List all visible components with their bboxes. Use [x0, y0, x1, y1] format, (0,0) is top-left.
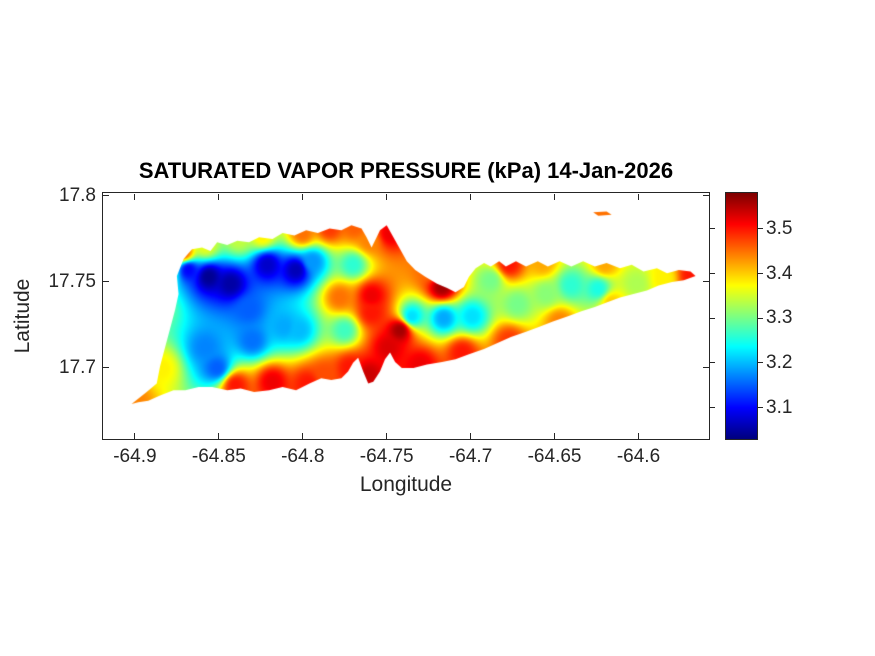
colorbar-tick-left — [710, 273, 715, 274]
colorbar-tick-label: 3.5 — [766, 217, 793, 239]
colorbar-tick-right — [758, 228, 763, 230]
y-tick-left — [103, 195, 109, 197]
y-axis-label: Latitude — [11, 278, 34, 354]
x-tick-label: -64.6 — [616, 446, 661, 467]
colorbar-tick-right — [758, 273, 763, 274]
colorbar-tick-label: 3.3 — [766, 307, 793, 329]
x-tick-top — [386, 194, 388, 200]
colorbar-tick-right — [758, 362, 763, 364]
x-tick-bottom — [134, 433, 136, 439]
colorbar-tick-right — [758, 407, 763, 409]
colorbar-tick-label: 3.2 — [766, 351, 793, 373]
x-tick-label: -64.85 — [191, 446, 246, 467]
colorbar-tick-left — [710, 228, 715, 230]
y-tick-right — [703, 281, 709, 283]
colorbar-tick-left — [710, 407, 715, 409]
colorbar-tick-label: 3.1 — [766, 396, 793, 418]
y-tick-right — [703, 195, 709, 197]
island-heatmap-canvas — [103, 193, 709, 439]
axes-box — [102, 192, 710, 440]
x-tick-label: -64.75 — [359, 446, 414, 467]
x-tick-top — [218, 194, 220, 200]
y-tick-label: 17.7 — [59, 356, 96, 378]
x-tick-top — [470, 194, 472, 200]
x-tick-label: -64.9 — [113, 446, 157, 467]
y-tick-left — [103, 367, 109, 369]
colorbar — [725, 192, 758, 440]
x-tick-bottom — [470, 433, 472, 439]
x-tick-label: -64.7 — [448, 446, 493, 467]
x-tick-top — [302, 194, 304, 200]
x-tick-top — [637, 194, 639, 200]
x-tick-bottom — [386, 433, 388, 439]
x-tick-bottom — [554, 433, 556, 439]
y-tick-right — [703, 367, 709, 369]
colorbar-tick-left — [710, 317, 715, 319]
plot-title: SATURATED VAPOR PRESSURE (kPa) 14-Jan-20… — [138, 158, 674, 183]
colorbar-gradient-canvas — [726, 193, 757, 439]
y-tick-label: 17.75 — [48, 270, 96, 292]
x-tick-bottom — [302, 433, 304, 439]
colorbar-tick-left — [710, 362, 715, 364]
x-tick-label: -64.8 — [281, 446, 325, 467]
y-tick-label: 17.8 — [59, 184, 96, 206]
x-tick-top — [554, 194, 556, 200]
y-tick-left — [103, 281, 109, 283]
x-tick-top — [134, 194, 136, 200]
x-tick-bottom — [637, 433, 639, 439]
x-tick-bottom — [218, 433, 220, 439]
colorbar-tick-label: 3.4 — [766, 262, 793, 284]
x-tick-label: -64.65 — [527, 446, 582, 467]
colorbar-tick-right — [758, 317, 763, 319]
x-axis-label: Longitude — [359, 473, 453, 496]
